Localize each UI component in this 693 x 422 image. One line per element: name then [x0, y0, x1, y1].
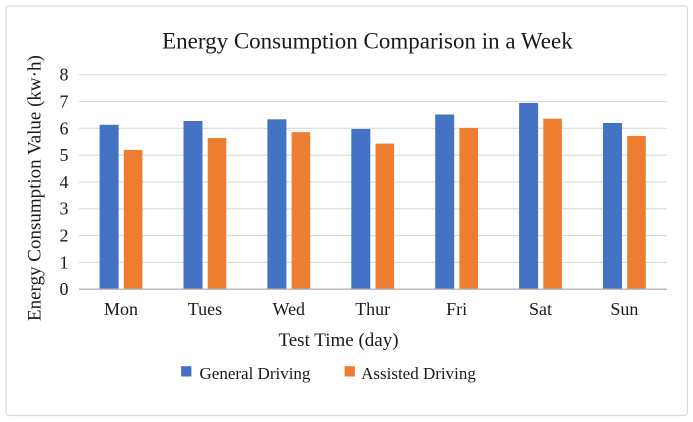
svg-text:Energy Consumption Value (kw·h: Energy Consumption Value (kw·h) — [25, 55, 46, 321]
svg-text:1: 1 — [60, 252, 69, 272]
svg-text:Fri: Fri — [446, 299, 467, 319]
svg-text:Assisted Driving: Assisted Driving — [361, 364, 476, 383]
svg-text:Sat: Sat — [529, 299, 552, 319]
svg-text:8: 8 — [60, 65, 69, 85]
svg-text:7: 7 — [60, 92, 69, 112]
svg-text:Energy Consumption Comparison: Energy Consumption Comparison in a Week — [162, 29, 573, 54]
svg-text:Mon: Mon — [104, 299, 138, 319]
svg-text:0: 0 — [60, 279, 69, 299]
svg-text:Sun: Sun — [610, 299, 638, 319]
svg-text:2: 2 — [60, 226, 69, 246]
svg-text:General Driving: General Driving — [200, 364, 311, 383]
svg-text:Tues: Tues — [188, 299, 222, 319]
svg-text:6: 6 — [60, 118, 69, 138]
svg-text:Test Time (day): Test Time (day) — [278, 330, 398, 351]
svg-text:Thur: Thur — [355, 299, 390, 319]
svg-text:4: 4 — [60, 172, 69, 192]
svg-text:5: 5 — [60, 145, 69, 165]
svg-text:Wed: Wed — [273, 299, 306, 319]
svg-text:3: 3 — [60, 199, 69, 219]
